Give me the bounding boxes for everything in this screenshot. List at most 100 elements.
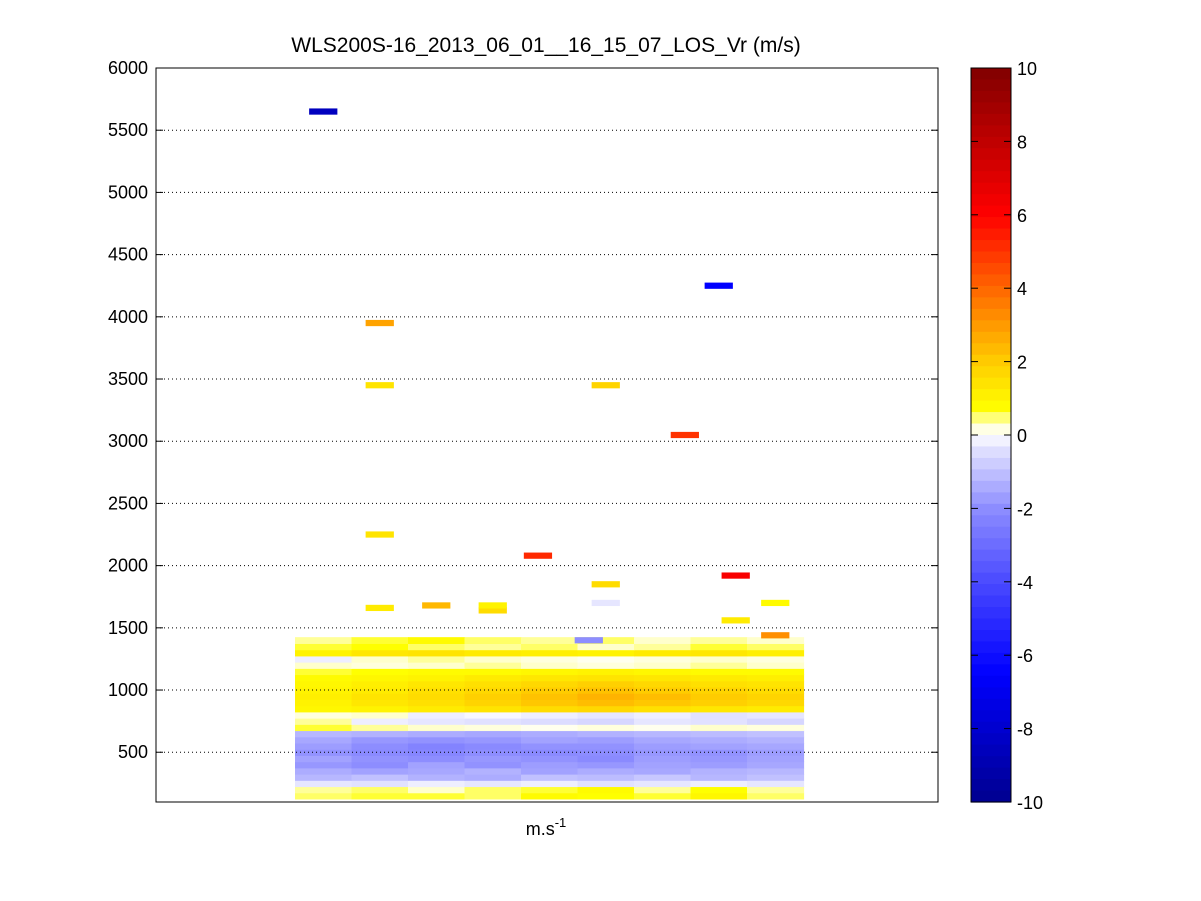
heatmap-cell <box>634 767 692 775</box>
chart-title: WLS200S-16_2013_06_01__16_15_07_LOS_Vr (… <box>291 34 800 57</box>
heatmap-cell <box>295 724 353 732</box>
heatmap-cell <box>464 786 522 794</box>
colorbar-segment <box>971 251 1011 264</box>
heatmap-cell <box>747 711 805 719</box>
heatmap-cell <box>295 699 353 707</box>
heatmap-cell <box>521 693 579 700</box>
heatmap-cell <box>690 655 748 663</box>
heatmap-cell <box>309 108 338 115</box>
heatmap-cell <box>422 602 451 609</box>
heatmap-cell <box>464 680 522 688</box>
heatmap-cell <box>634 786 692 794</box>
heatmap-cell <box>464 755 522 763</box>
heatmap-cell <box>690 767 748 775</box>
heatmap-cell <box>351 736 409 744</box>
heatmap-cell <box>577 655 635 663</box>
heatmap-cell <box>351 767 409 775</box>
heatmap-cell <box>577 724 635 732</box>
heatmap-cell <box>634 662 692 669</box>
heatmap-cell <box>295 655 353 663</box>
heatmap-cell <box>634 686 692 694</box>
colorbar-segment <box>971 629 1011 643</box>
heatmap-cell <box>747 749 805 756</box>
heatmap-cell <box>634 705 692 713</box>
heatmap-cell <box>295 786 353 794</box>
colorbar-tick-label: 2 <box>1017 353 1027 373</box>
heatmap-cell <box>747 792 805 800</box>
heatmap-cell <box>351 662 409 669</box>
heatmap-cell <box>577 730 635 738</box>
heatmap-cell <box>521 680 579 688</box>
heatmap-cell <box>464 637 522 644</box>
heatmap-cell <box>577 680 635 688</box>
heatmap-cell <box>747 786 805 794</box>
colorbar-segment <box>971 480 1011 493</box>
heatmap-cell <box>464 761 522 769</box>
heatmap-cell <box>634 736 692 744</box>
heatmap-cell <box>690 755 748 763</box>
heatmap-cell <box>521 718 579 725</box>
heatmap-cell <box>747 774 805 781</box>
colorbar-segment <box>971 641 1011 654</box>
heatmap-cell <box>577 786 635 794</box>
y-tick-label: 3000 <box>108 431 148 451</box>
colorbar-tick-label: -6 <box>1017 646 1033 666</box>
heatmap-cell <box>747 718 805 725</box>
heatmap-cell <box>747 637 805 644</box>
heatmap-cell <box>295 767 353 775</box>
heatmap-cell <box>577 637 635 644</box>
heatmap-cell <box>690 736 748 744</box>
heatmap-cell <box>521 774 579 781</box>
heatmap-cell <box>351 755 409 763</box>
colorbar-segment <box>971 217 1011 230</box>
heatmap-cell <box>464 705 522 713</box>
heatmap-cell <box>408 699 466 707</box>
colorbar-segment <box>971 664 1011 677</box>
heatmap-cell <box>295 668 353 676</box>
heatmap-cell <box>521 705 579 713</box>
heatmap-cell <box>464 742 522 750</box>
colorbar-tick-label: 6 <box>1017 206 1027 226</box>
heatmap-cell <box>351 780 409 788</box>
heatmap-cell <box>690 742 748 750</box>
heatmap-cell <box>747 674 805 682</box>
heatmap-cell <box>408 792 466 800</box>
heatmap-cell <box>351 742 409 750</box>
plot-frame <box>155 67 939 803</box>
colorbar-segment <box>971 435 1011 448</box>
heatmap-cell <box>351 643 409 651</box>
colorbar <box>971 68 1011 803</box>
heatmap-cell <box>408 730 466 738</box>
colorbar-segment <box>971 389 1011 402</box>
heatmap-cell <box>351 655 409 663</box>
heatmap-cell <box>747 686 805 694</box>
heatmap-cell <box>408 742 466 750</box>
heatmap-cell <box>634 755 692 763</box>
y-ticks: 500 1000 1500 2000 2500 3000 3500 4000 4500 5000 5… <box>108 58 938 762</box>
colorbar-segment <box>971 515 1011 528</box>
heatmap-cell <box>634 637 692 644</box>
y-tick-label: 3500 <box>108 369 148 389</box>
colorbar-tick-label: 10 <box>1017 59 1037 79</box>
colorbar-segment <box>971 274 1011 287</box>
heatmap-cell <box>521 730 579 738</box>
colorbar-segment <box>971 297 1011 310</box>
heatmap-cell <box>577 755 635 763</box>
heatmap-cell <box>408 668 466 676</box>
colorbar-segment <box>971 607 1011 620</box>
heatmap-cell <box>577 643 635 651</box>
heatmap-cell <box>408 674 466 682</box>
heatmap-cell <box>577 705 635 713</box>
heatmap-cell <box>408 736 466 744</box>
y-tick-label: 4000 <box>108 307 148 327</box>
heatmap-cell <box>577 780 635 788</box>
heatmap-cell <box>295 730 353 738</box>
heatmap-cell <box>690 705 748 713</box>
heatmap-cell <box>690 792 748 800</box>
heatmap-cell <box>351 761 409 769</box>
heatmap-cell <box>295 749 353 756</box>
heatmap-cell <box>690 662 748 669</box>
heatmap-cell <box>295 643 353 651</box>
heatmap-cell <box>721 572 750 579</box>
